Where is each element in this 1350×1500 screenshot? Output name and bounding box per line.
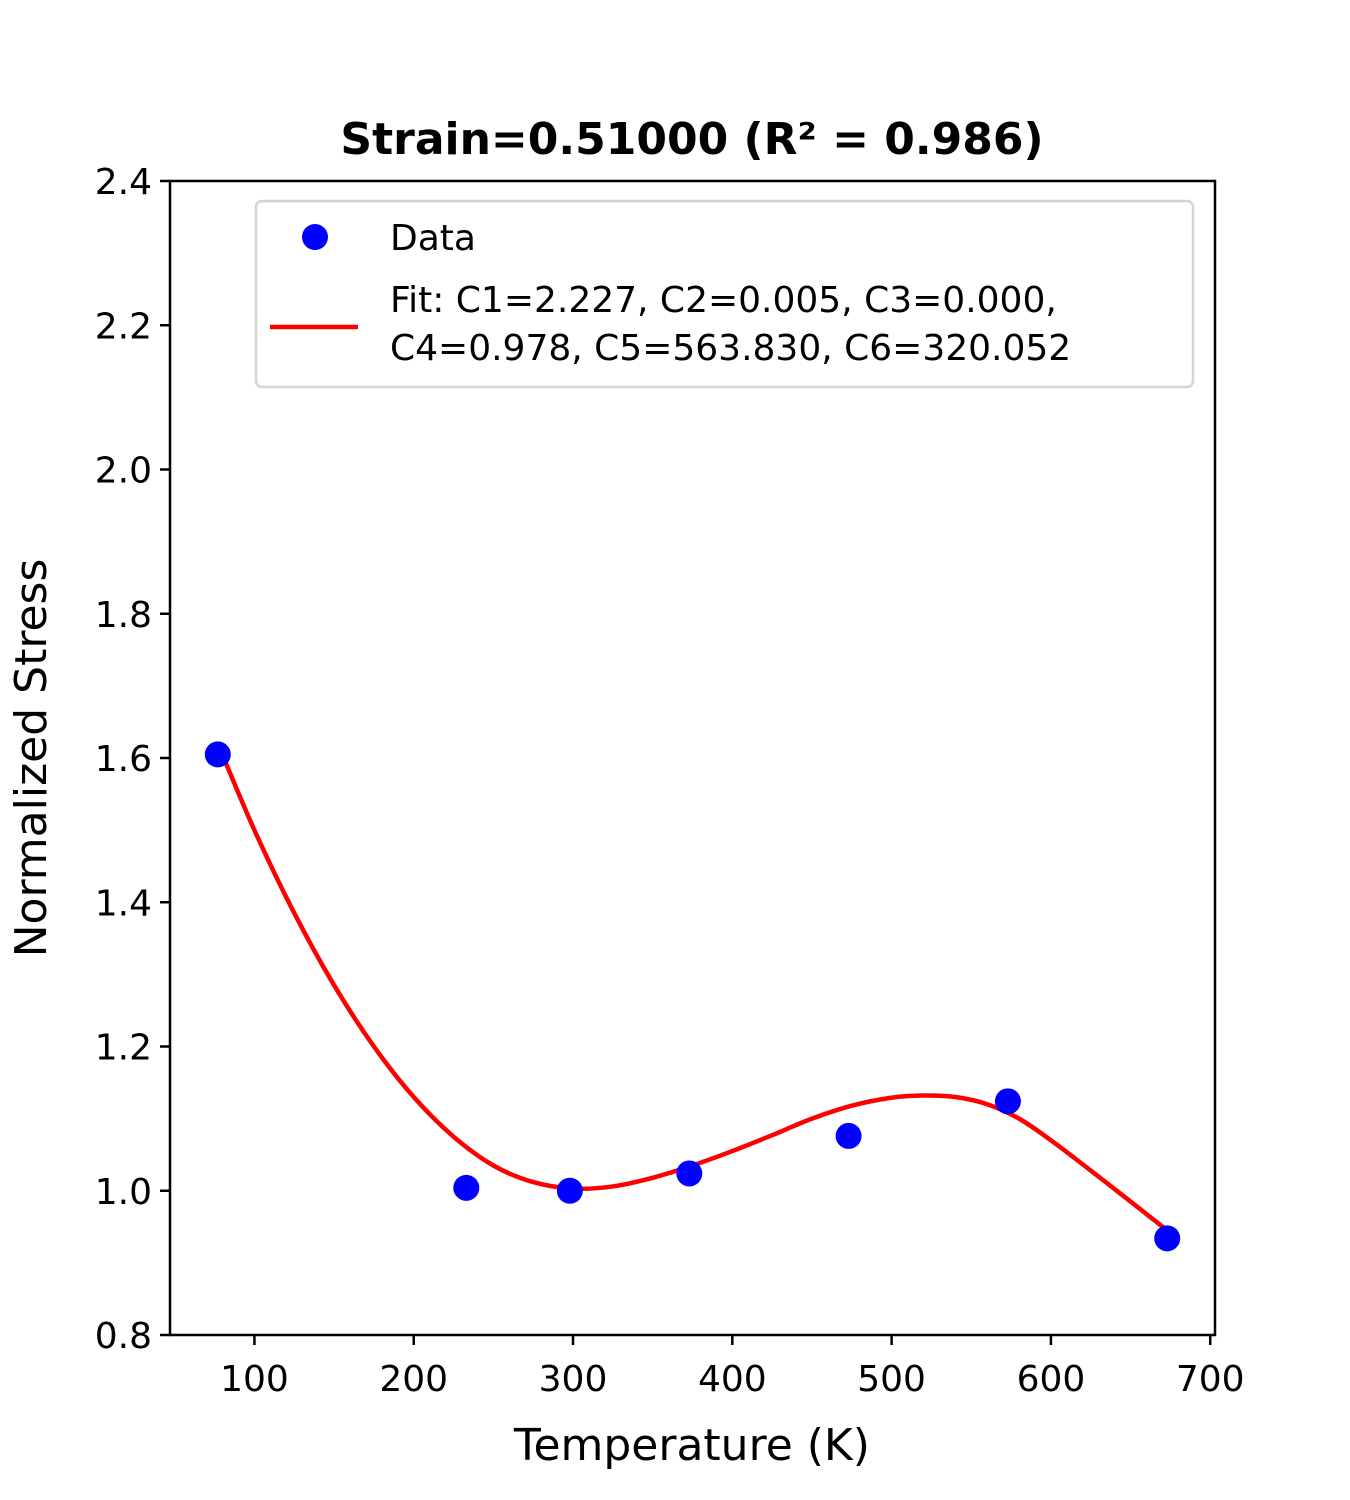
y-tick-label: 1.8 xyxy=(95,595,152,636)
legend-marker-data xyxy=(302,224,328,250)
x-tick-label: 200 xyxy=(379,1359,448,1400)
legend-label-fit-line2: C4=0.978, C5=563.830, C6=320.052 xyxy=(390,328,1071,369)
y-tick-label: 1.4 xyxy=(95,883,152,924)
legend-label-data: Data xyxy=(390,218,476,259)
y-tick-label: 2.0 xyxy=(95,451,152,492)
legend-box xyxy=(254,199,1195,389)
fit-line xyxy=(215,742,1169,1233)
x-axis-label: Temperature (K) xyxy=(513,1420,870,1471)
x-tick-label: 700 xyxy=(1176,1359,1245,1400)
data-point xyxy=(835,1122,862,1149)
data-point xyxy=(556,1177,583,1204)
x-tick-label: 400 xyxy=(698,1359,767,1400)
y-tick-label: 1.0 xyxy=(95,1172,152,1213)
plot-frame xyxy=(168,179,1217,1337)
data-point xyxy=(1154,1225,1181,1252)
legend-label-fit-line1: Fit: C1=2.227, C2=0.005, C3=0.000, xyxy=(390,280,1057,321)
y-tick-label: 0.8 xyxy=(95,1316,152,1357)
data-point xyxy=(204,741,231,768)
x-tick-label: 600 xyxy=(1017,1359,1086,1400)
data-point xyxy=(994,1088,1021,1115)
data-point xyxy=(676,1160,703,1187)
y-axis-label: Normalized Stress xyxy=(6,559,57,958)
x-tick-label: 100 xyxy=(220,1359,289,1400)
y-tick-label: 2.4 xyxy=(95,162,152,203)
chart-title: Strain=0.51000 (R² = 0.986) xyxy=(340,114,1043,165)
y-tick-label: 1.2 xyxy=(95,1028,152,1069)
x-tick-label: 500 xyxy=(857,1359,926,1400)
x-tick-label: 300 xyxy=(539,1359,608,1400)
data-point xyxy=(453,1174,480,1201)
legend: Data Fit: C1=2.227, C2=0.005, C3=0.000, … xyxy=(254,199,1195,389)
y-tick-label: 1.6 xyxy=(95,739,152,780)
y-tick-label: 2.2 xyxy=(95,306,152,347)
